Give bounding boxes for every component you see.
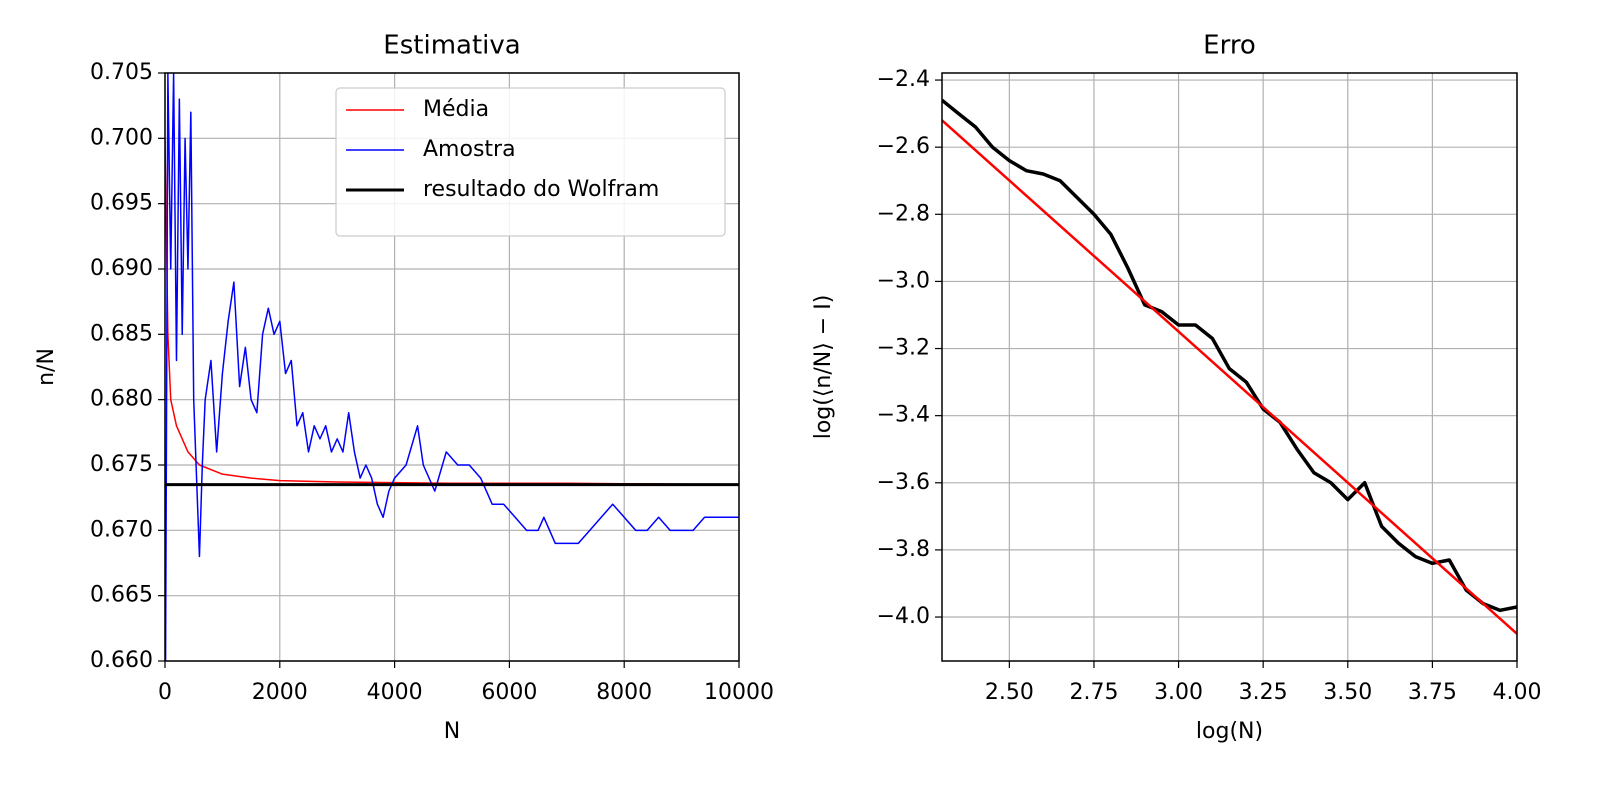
y-tick-label: −3.4 <box>877 403 930 428</box>
y-tick-label: −3.6 <box>877 470 930 495</box>
chart-title: Estimativa <box>383 31 520 61</box>
y-tick-label: 0.680 <box>90 387 153 412</box>
axes-frame <box>941 72 1518 662</box>
x-tick-label: 6000 <box>481 680 537 705</box>
y-tick-label: 0.665 <box>90 583 153 608</box>
y-tick-label: 0.695 <box>90 191 153 216</box>
y-tick-label: −3.0 <box>877 268 930 293</box>
x-tick-label: 3.50 <box>1323 680 1372 705</box>
y-tick-label: −4.0 <box>877 604 930 629</box>
chart-title: Erro <box>1203 31 1256 61</box>
y-tick-label: 0.705 <box>90 60 153 85</box>
legend-label: Média <box>423 97 489 122</box>
y-tick-label: 0.700 <box>90 125 153 150</box>
legend-label: resultado do Wolfram <box>423 177 659 202</box>
legend-box <box>335 87 726 237</box>
axes-frame <box>164 72 740 662</box>
x-tick-label: 3.00 <box>1154 680 1203 705</box>
y-tick-label: −2.8 <box>877 201 930 226</box>
x-tick-label: 2.75 <box>1069 680 1118 705</box>
plot-area <box>165 73 739 661</box>
y-tick-label: 0.685 <box>90 321 153 346</box>
x-tick-label: 4.00 <box>1493 680 1542 705</box>
x-tick-label: 0 <box>158 680 172 705</box>
data-line <box>942 98 1517 613</box>
y-tick-label: −2.6 <box>877 134 930 159</box>
data-line <box>165 73 739 661</box>
data-line <box>942 119 1517 635</box>
y-tick-label: 0.690 <box>90 256 153 281</box>
x-tick-label: 2000 <box>252 680 308 705</box>
x-tick-label: 2.50 <box>985 680 1034 705</box>
x-tick-label: 3.75 <box>1408 680 1457 705</box>
y-tick-label: −2.4 <box>877 67 930 92</box>
x-tick-label: 8000 <box>596 680 652 705</box>
y-axis-label: n/N <box>34 348 59 386</box>
x-axis-label: log(N) <box>1196 719 1263 744</box>
y-tick-label: −3.8 <box>877 537 930 562</box>
plot-area <box>942 98 1517 635</box>
y-tick-label: 0.660 <box>90 648 153 673</box>
y-axis-label: log(⟨n/N⟩ − I) <box>811 295 836 440</box>
x-tick-label: 4000 <box>367 680 423 705</box>
legend-label: Amostra <box>423 137 516 162</box>
y-tick-label: 0.675 <box>90 452 153 477</box>
y-tick-label: 0.670 <box>90 517 153 542</box>
x-tick-label: 10000 <box>704 680 774 705</box>
y-tick-label: −3.2 <box>877 336 930 361</box>
x-axis-label: N <box>444 719 460 744</box>
x-tick-label: 3.25 <box>1239 680 1288 705</box>
